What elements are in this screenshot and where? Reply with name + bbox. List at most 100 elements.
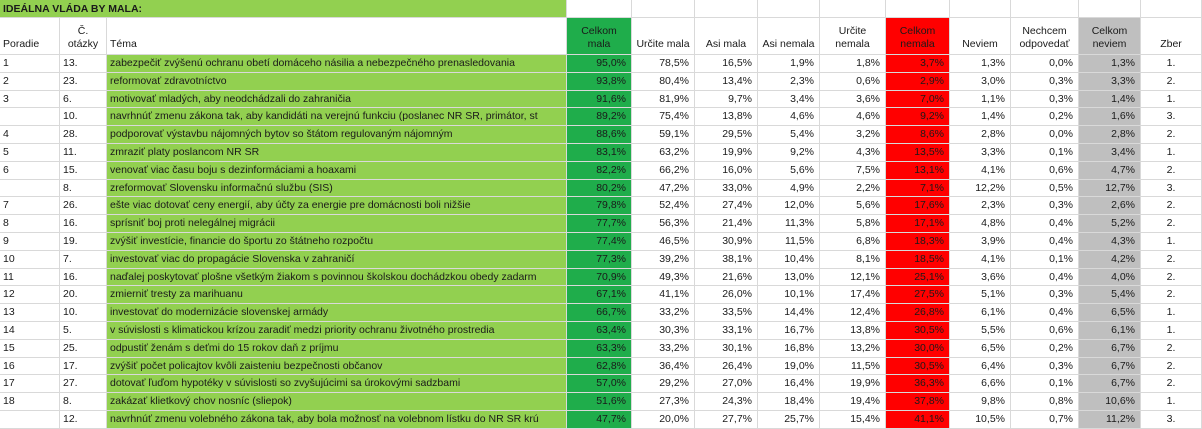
cell-tema[interactable]: podporovať výstavbu nájomných bytov so š… <box>107 126 567 144</box>
cell-neviem[interactable]: 2,3% <box>950 197 1011 216</box>
cell-celkom-mala[interactable]: 62,8% <box>567 357 632 376</box>
cell-asi-mala[interactable]: 26,0% <box>695 286 758 305</box>
cell-celkom-nemala[interactable]: 37,8% <box>886 393 950 411</box>
cell-urcite-mala[interactable]: 30,3% <box>632 322 695 340</box>
cell-poradie[interactable]: 11 <box>0 268 60 287</box>
cell-urcite-nemala[interactable]: 2,2% <box>820 179 886 198</box>
cell-poradie[interactable]: 5 <box>0 144 60 162</box>
cell-celkom-neviem[interactable]: 5,2% <box>1079 215 1141 233</box>
cell-urcite-mala[interactable]: 47,2% <box>632 179 695 198</box>
cell-cislo-otazky[interactable]: 27. <box>60 375 107 394</box>
cell-asi-nemala[interactable]: 14,4% <box>758 304 820 322</box>
cell-neviem[interactable]: 1,1% <box>950 90 1011 109</box>
cell-celkom-mala[interactable]: 66,7% <box>567 304 632 322</box>
cell-celkom-mala[interactable]: 67,1% <box>567 286 632 305</box>
header-asi-nemala[interactable]: Asi nemala <box>758 18 820 55</box>
cell-celkom-mala[interactable]: 77,4% <box>567 233 632 251</box>
cell-celkom-nemala[interactable]: 17,6% <box>886 197 950 216</box>
cell-celkom-neviem[interactable]: 4,7% <box>1079 161 1141 180</box>
cell-asi-nemala[interactable]: 4,9% <box>758 179 820 198</box>
cell-urcite-mala[interactable]: 66,2% <box>632 161 695 180</box>
cell-asi-nemala[interactable]: 16,8% <box>758 339 820 358</box>
cell-urcite-nemala[interactable]: 0,6% <box>820 72 886 91</box>
cell-neviem[interactable]: 5,1% <box>950 286 1011 305</box>
header-zber[interactable]: Zber <box>1141 18 1202 55</box>
cell-nechcem-odpovedat[interactable]: 0,1% <box>1011 375 1079 394</box>
cell-poradie[interactable]: 12 <box>0 286 60 305</box>
cell-asi-nemala[interactable]: 3,4% <box>758 90 820 109</box>
cell-tema[interactable]: zabezpečiť zvýšenú ochranu obetí domáceh… <box>107 55 567 73</box>
cell-celkom-mala[interactable]: 80,2% <box>567 179 632 198</box>
header-urcite-mala[interactable]: Určite mala <box>632 18 695 55</box>
cell-urcite-mala[interactable]: 36,4% <box>632 357 695 376</box>
cell-urcite-nemala[interactable]: 3,6% <box>820 90 886 109</box>
cell-urcite-mala[interactable]: 33,2% <box>632 304 695 322</box>
cell-poradie[interactable]: 1 <box>0 55 60 73</box>
cell-zber[interactable]: 2. <box>1141 161 1202 180</box>
cell-nechcem-odpovedat[interactable]: 0,8% <box>1011 393 1079 411</box>
cell-celkom-mala[interactable]: 47,7% <box>567 411 632 429</box>
cell-asi-nemala[interactable]: 10,1% <box>758 286 820 305</box>
cell-tema[interactable]: investovať viac do propagácie Slovenska … <box>107 250 567 269</box>
cell-urcite-mala[interactable]: 80,4% <box>632 72 695 91</box>
cell-celkom-nemala[interactable]: 25,1% <box>886 268 950 287</box>
cell-urcite-mala[interactable]: 81,9% <box>632 90 695 109</box>
cell-neviem[interactable]: 3,6% <box>950 268 1011 287</box>
cell-poradie[interactable]: 15 <box>0 339 60 358</box>
cell-nechcem-odpovedat[interactable]: 0,3% <box>1011 286 1079 305</box>
header-asi-mala[interactable]: Asi mala <box>695 18 758 55</box>
cell-cislo-otazky[interactable]: 10. <box>60 108 107 127</box>
cell-neviem[interactable]: 3,0% <box>950 72 1011 91</box>
cell-urcite-nemala[interactable]: 5,8% <box>820 215 886 233</box>
cell-nechcem-odpovedat[interactable]: 0,3% <box>1011 90 1079 109</box>
cell-urcite-mala[interactable]: 63,2% <box>632 144 695 162</box>
cell-asi-nemala[interactable]: 4,6% <box>758 108 820 127</box>
cell-celkom-neviem[interactable]: 2,6% <box>1079 197 1141 216</box>
cell-poradie[interactable]: 8 <box>0 215 60 233</box>
cell-nechcem-odpovedat[interactable]: 0,4% <box>1011 215 1079 233</box>
cell-asi-nemala[interactable]: 18,4% <box>758 393 820 411</box>
cell-celkom-neviem[interactable]: 1,6% <box>1079 108 1141 127</box>
cell-urcite-mala[interactable]: 49,3% <box>632 268 695 287</box>
cell-cislo-otazky[interactable]: 23. <box>60 72 107 91</box>
cell-urcite-nemala[interactable]: 15,4% <box>820 411 886 429</box>
cell-tema[interactable]: odpustiť ženám s deťmi do 15 rokov daň z… <box>107 339 567 358</box>
cell-celkom-neviem[interactable]: 3,3% <box>1079 72 1141 91</box>
cell-neviem[interactable]: 6,4% <box>950 357 1011 376</box>
cell-celkom-neviem[interactable]: 6,1% <box>1079 322 1141 340</box>
cell-cislo-otazky[interactable]: 20. <box>60 286 107 305</box>
cell-cislo-otazky[interactable]: 6. <box>60 90 107 109</box>
cell-tema[interactable]: zmierniť tresty za marihuanu <box>107 286 567 305</box>
cell-urcite-mala[interactable]: 39,2% <box>632 250 695 269</box>
cell-celkom-neviem[interactable]: 4,0% <box>1079 268 1141 287</box>
cell-neviem[interactable]: 4,1% <box>950 250 1011 269</box>
cell-nechcem-odpovedat[interactable]: 0,3% <box>1011 197 1079 216</box>
cell-zber[interactable]: 3. <box>1141 108 1202 127</box>
cell-nechcem-odpovedat[interactable]: 0,4% <box>1011 304 1079 322</box>
cell-urcite-nemala[interactable]: 19,4% <box>820 393 886 411</box>
cell-nechcem-odpovedat[interactable]: 0,2% <box>1011 339 1079 358</box>
cell-celkom-mala[interactable]: 83,1% <box>567 144 632 162</box>
cell-poradie[interactable] <box>0 179 60 198</box>
cell-celkom-nemala[interactable]: 36,3% <box>886 375 950 394</box>
cell-celkom-mala[interactable]: 88,6% <box>567 126 632 144</box>
cell-tema[interactable]: investovať do modernizácie slovenskej ar… <box>107 304 567 322</box>
cell-cislo-otazky[interactable]: 7. <box>60 250 107 269</box>
cell-poradie[interactable]: 4 <box>0 126 60 144</box>
cell-tema[interactable]: dotovať ľuďom hypotéky v súvislosti so z… <box>107 375 567 394</box>
cell-cislo-otazky[interactable]: 28. <box>60 126 107 144</box>
cell-urcite-nemala[interactable]: 1,8% <box>820 55 886 73</box>
cell-celkom-neviem[interactable]: 6,7% <box>1079 339 1141 358</box>
cell-celkom-neviem[interactable]: 10,6% <box>1079 393 1141 411</box>
cell-asi-nemala[interactable]: 10,4% <box>758 250 820 269</box>
cell-cislo-otazky[interactable]: 12. <box>60 411 107 429</box>
cell-cislo-otazky[interactable]: 5. <box>60 322 107 340</box>
cell-celkom-nemala[interactable]: 30,5% <box>886 322 950 340</box>
cell-nechcem-odpovedat[interactable]: 0,4% <box>1011 268 1079 287</box>
cell-cislo-otazky[interactable]: 15. <box>60 161 107 180</box>
cell-tema[interactable]: zmraziť platy poslancom NR SR <box>107 144 567 162</box>
cell-celkom-mala[interactable]: 51,6% <box>567 393 632 411</box>
cell-celkom-mala[interactable]: 93,8% <box>567 72 632 91</box>
cell-asi-mala[interactable]: 33,0% <box>695 179 758 198</box>
cell-poradie[interactable] <box>0 108 60 127</box>
